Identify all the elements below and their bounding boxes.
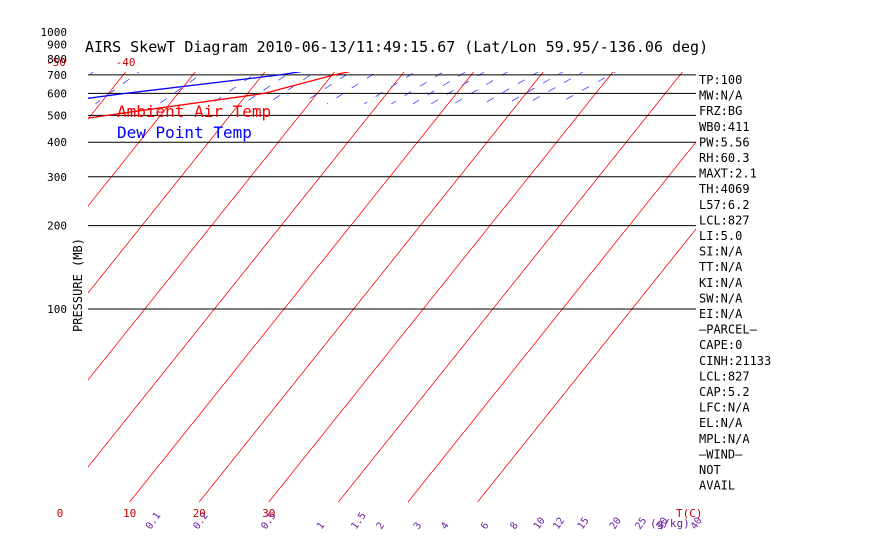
isotherm-line [129,72,474,502]
index-entry: SI:N/A [699,245,743,259]
index-entry: AVAIL [699,479,735,493]
index-entry: EL:N/A [699,416,743,430]
pressure-tick-label: 700 [47,69,67,82]
bottom-temp-tick-label: 20 [193,507,206,520]
index-entry: MPL:N/A [699,432,750,446]
index-entry: NOT [699,463,721,477]
mixing-ratio-tick-label: 12 [551,516,567,532]
y-axis-label: PRESSURE (MB) [71,238,85,332]
air-temp-line [88,72,351,119]
top-temp-tick-label: -50 [46,56,66,69]
index-entry: TH:4069 [699,182,750,196]
index-entry: TT:N/A [699,260,743,274]
mixing-ratio-tick-label: 2 [375,520,387,531]
bottom-temp-axis: -50-40-30-20-100102030 [0,507,275,520]
index-entry: —PARCEL— [699,323,758,337]
plot-area [88,72,696,502]
index-entry: PW:5.56 [699,135,750,149]
pressure-tick-label: 600 [47,87,67,100]
mixing-ratio-tick-label: 20 [608,516,624,532]
dew-point-line [88,72,303,99]
pressure-tick-label: 200 [47,220,67,233]
index-entry: LI:5.0 [699,229,742,243]
isotherm-line [407,141,696,502]
mixing-ratio-tick-label: 1 [315,520,327,531]
index-entry: L57:6.2 [699,198,750,212]
index-entry: RH:60.3 [699,151,750,165]
index-entry: KI:N/A [699,276,743,290]
mixing-ratio-tick-label: 25 [633,516,649,532]
pressure-tick-label: 400 [47,136,67,149]
mixing-ratio-line [363,72,416,105]
legend-air-temp: Ambient Air Temp [117,102,271,121]
top-temp-axis: -120-110-100-90-80-70-60-50-40 [46,56,136,69]
mixing-ratio-line [266,72,316,105]
mixing-ratio-tick-label: 10 [532,516,548,532]
index-entry: CAPE:0 [699,338,742,352]
isotherm-line [88,72,335,381]
mixing-ratio-line [301,72,352,105]
isotherms [88,72,696,502]
index-entry: LCL:827 [699,369,750,383]
mixing-ratio-line [326,72,378,105]
mixing-ratio-line [243,72,292,105]
mixing-ratio-tick-label: 4 [439,520,451,531]
pressure-tick-label: 900 [47,39,67,52]
legend-dew-point: Dew Point Temp [117,123,252,142]
mixing-ratio-unit-label: (g/kg) [650,517,690,530]
legend: Ambient Air Temp Dew Point Temp [117,102,271,142]
pressure-tick-label: 100 [47,303,67,316]
temp-unit-label: T(C) [676,507,703,520]
isotherm-line [88,72,266,294]
pressure-tick-label: 300 [47,171,67,184]
mixing-ratio-tick-label: 0.1 [144,511,163,532]
index-entry: CAP:5.2 [699,385,750,399]
index-entry: FRZ:BG [699,104,742,118]
profile-series [88,72,351,119]
index-entry: WB0:411 [699,120,750,134]
mixing-ratio-tick-label: 8 [508,520,520,531]
mixing-ratio-tick-label: 6 [479,520,491,531]
isobars [88,74,696,310]
chart-title: AIRS SkewT Diagram 2010-06-13/11:49:15.6… [85,38,708,56]
index-entry: MAXT:2.1 [699,167,757,181]
bottom-temp-tick-label: 0 [57,507,64,520]
index-entry: TP:100 [699,73,742,87]
index-entry: EI:N/A [699,307,743,321]
isotherm-line [268,72,614,502]
isotherm-line [338,72,683,502]
mixing-ratio-axis: 0.1 0.2 0.5 1 1.5 2 3 4 6 8 10 12 15 20 25 30 40 [144,511,705,532]
isotherm-line [198,72,544,502]
bottom-temp-tick-label: 30 [262,507,275,520]
pressure-tick-label: 1000 [41,26,68,39]
index-entry: MW:N/A [699,89,743,103]
index-entry: LCL:827 [699,213,750,227]
mixing-ratio-line [210,72,259,105]
mixing-ratio-tick-label: 3 [412,520,424,531]
bottom-temp-tick-label: 10 [123,507,136,520]
isotherm-line [477,228,696,502]
index-entry: —WIND— [699,447,743,461]
isotherm-line [88,72,405,468]
top-temp-tick-label: -40 [116,56,136,69]
index-entry: LFC:N/A [699,401,750,415]
pressure-tick-label: 500 [47,109,67,122]
isotherm-line [88,72,196,207]
index-entry: SW:N/A [699,291,743,305]
mixing-ratio-line [557,72,617,105]
mixing-ratio-tick-label: 15 [576,516,592,532]
pressure-tick-label: 800 [47,53,67,66]
index-entry: CINH:21133 [699,354,771,368]
mixing-ratio-lines [88,72,617,105]
mixing-ratio-tick-label: 1.5 [349,511,368,532]
